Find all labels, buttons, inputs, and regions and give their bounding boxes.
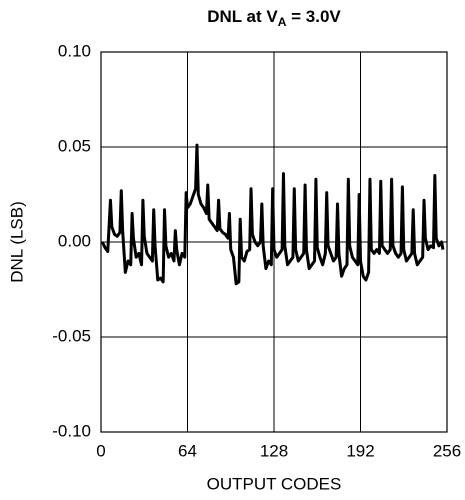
title-subscript: A bbox=[278, 15, 287, 29]
x-tick-label: 256 bbox=[433, 441, 461, 460]
title-text: = 3.0V bbox=[286, 7, 341, 26]
data-line bbox=[100, 143, 445, 286]
y-tick-label: 0.00 bbox=[58, 231, 91, 250]
y-tick-label: -0.05 bbox=[52, 326, 91, 345]
y-tick-label: 0.10 bbox=[58, 41, 91, 60]
x-tick-label: 64 bbox=[178, 441, 197, 460]
chart-title: DNL at VA = 3.0V bbox=[207, 7, 341, 29]
plot-frame bbox=[100, 51, 448, 433]
x-tick-label: 192 bbox=[346, 441, 374, 460]
title-text: DNL at V bbox=[207, 7, 278, 26]
x-axis-label: OUTPUT CODES bbox=[207, 474, 342, 493]
y-tick-label: 0.05 bbox=[58, 136, 91, 155]
x-tick-label: 0 bbox=[96, 441, 105, 460]
x-tick-label: 128 bbox=[260, 441, 288, 460]
y-tick-label: -0.10 bbox=[52, 421, 91, 440]
y-axis-label: DNL (LSB) bbox=[7, 201, 26, 283]
